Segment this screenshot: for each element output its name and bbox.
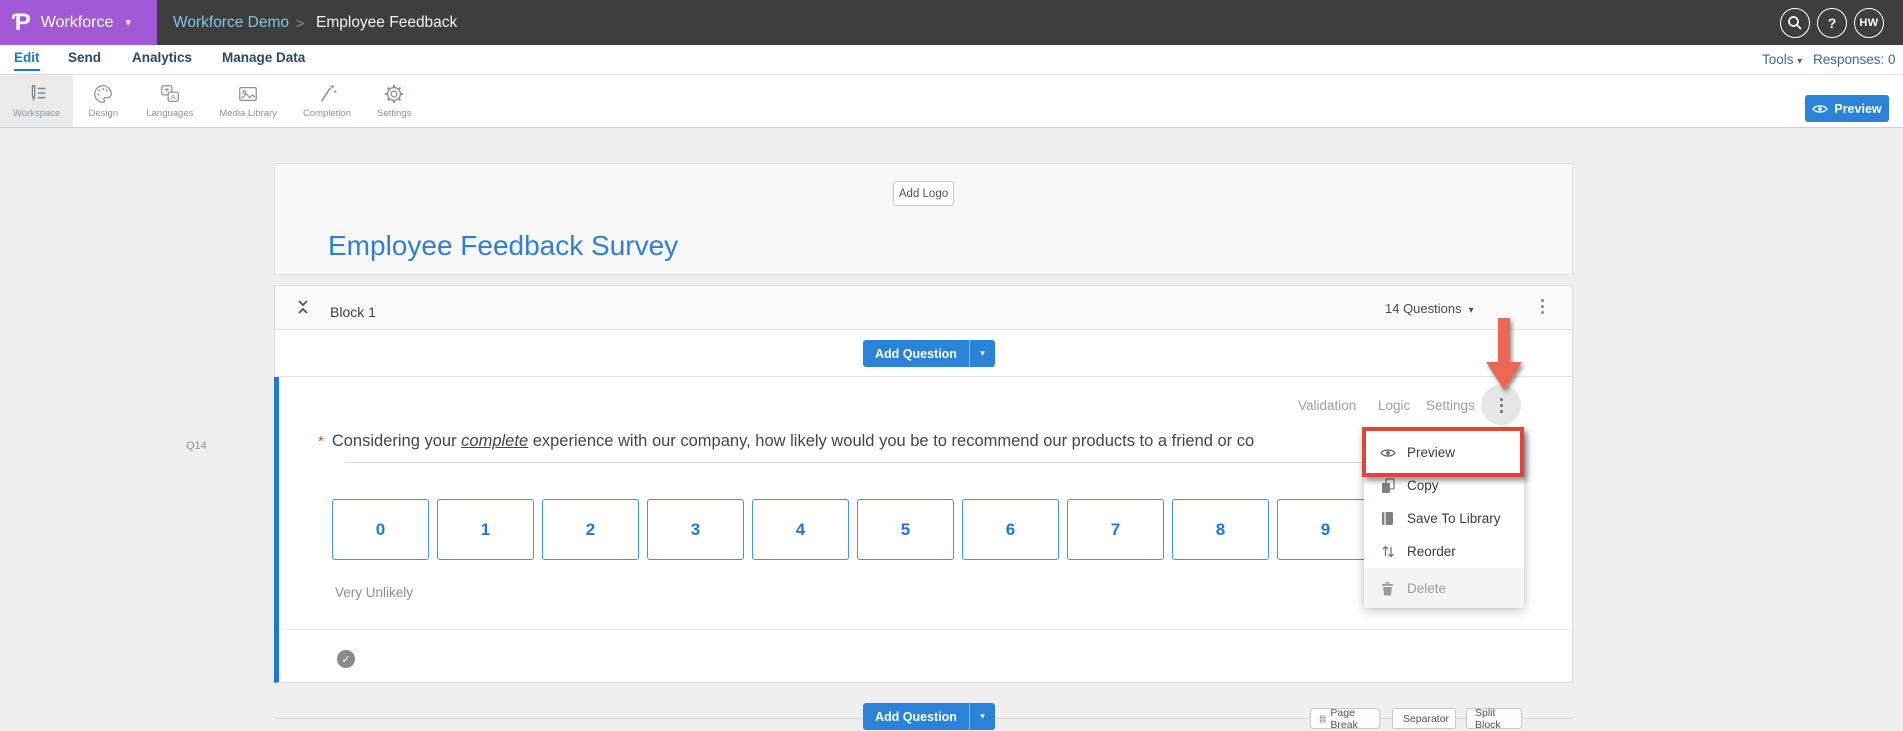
chevron-down-icon: ▾ [125, 17, 131, 29]
add-question-split-button[interactable]: Add Question ▾ [863, 340, 995, 367]
nav-tab-send[interactable]: Send [68, 50, 102, 65]
design-palette-icon [94, 85, 113, 103]
add-question-caret[interactable]: ▾ [968, 703, 995, 730]
scale-anchor-label: Very Unlikely [335, 585, 414, 600]
separator-button[interactable]: Separator [1392, 708, 1456, 729]
reorder-arrows-icon [1382, 545, 1394, 558]
split-block-button[interactable]: Split Block [1466, 707, 1522, 731]
breadcrumb-project[interactable]: Workforce Demo [173, 13, 289, 31]
add-question-button[interactable]: Add Question [863, 703, 969, 730]
toolbar-tab-label: Languages [146, 108, 194, 119]
help-icon: ? [1827, 15, 1837, 31]
toolbar-tab-workspace[interactable]: Workspace [0, 75, 74, 127]
trash-icon [1382, 581, 1393, 595]
brand-logo-icon: Ƥ [12, 8, 31, 36]
menu-item-reorder[interactable]: Reorder [1364, 535, 1524, 568]
collapse-vertical-icon [298, 300, 308, 314]
search-icon [1788, 16, 1802, 30]
question-text[interactable]: * Considering your complete experience wi… [318, 432, 1255, 450]
block-header [274, 285, 1573, 330]
eye-icon [1812, 104, 1829, 113]
languages-icon: A [160, 85, 179, 102]
question-id: Q14 [186, 440, 207, 452]
question-validation-link[interactable]: Validation [1298, 398, 1357, 413]
media-library-icon [239, 86, 258, 102]
workspace-icon [31, 85, 45, 102]
brand-menu-button[interactable]: Ƥ Workforce ▾ [0, 0, 157, 45]
survey-preview-button[interactable]: Preview [1805, 95, 1889, 122]
scale-option-7[interactable]: 7 [1067, 499, 1164, 560]
question-text-underline [345, 462, 1455, 463]
page-break-icon [1319, 715, 1326, 722]
question-logic-link[interactable]: Logic [1378, 398, 1411, 413]
toolbar-tab-media-library[interactable]: Media Library [206, 75, 290, 127]
required-asterisk: * [318, 433, 324, 450]
add-question-split-button-bottom[interactable]: Add Question ▾ [863, 703, 995, 730]
add-logo-button[interactable]: Add Logo [893, 181, 954, 206]
primary-nav: Edit Send Analytics Manage Data Tools ▾ … [0, 45, 1903, 75]
toolbar-tab-languages[interactable]: A Languages [133, 75, 206, 127]
question-options-menu: Preview Copy Save To Library [1364, 430, 1524, 608]
block-name[interactable]: Block 1 [330, 304, 376, 320]
breadcrumb-separator: > [296, 14, 305, 31]
add-question-caret[interactable]: ▾ [968, 340, 995, 367]
scale-option-0[interactable]: 0 [332, 499, 429, 560]
scale-option-2[interactable]: 2 [542, 499, 639, 560]
chevron-down-icon: ▾ [1468, 305, 1474, 316]
menu-item-save-to-library[interactable]: Save To Library [1364, 502, 1524, 535]
toolbar-tab-settings[interactable]: Settings [364, 75, 424, 127]
survey-title[interactable]: Employee Feedback Survey [328, 230, 679, 261]
question-options-kebab[interactable] [1481, 385, 1521, 425]
library-book-icon [1382, 512, 1393, 525]
responses-count: Responses: 0 [1813, 52, 1896, 67]
account-avatar[interactable]: HW [1854, 8, 1884, 38]
chevron-down-icon: ▾ [1797, 56, 1803, 67]
settings-gear-icon [384, 84, 404, 104]
scale-option-9[interactable]: 9 [1277, 499, 1374, 560]
toolbar-tab-design[interactable]: Design [73, 75, 133, 127]
kebab-icon [1499, 397, 1503, 413]
menu-item-copy[interactable]: Copy [1364, 469, 1524, 502]
block-collapse-button[interactable] [294, 299, 312, 320]
scale-option-3[interactable]: 3 [647, 499, 744, 560]
scale-option-5[interactable]: 5 [857, 499, 954, 560]
toolbar-tab-label: Completion [302, 108, 351, 119]
block-options-kebab[interactable] [1541, 299, 1544, 314]
editor-toolbar: Workspace Design A Languages [0, 75, 1903, 128]
svg-text:A: A [171, 93, 176, 102]
completion-wand-icon [320, 84, 337, 102]
nav-tab-manage-data[interactable]: Manage Data [222, 50, 306, 65]
breadcrumb-survey: Employee Feedback [316, 13, 458, 31]
tools-dropdown[interactable]: Tools ▾ [1762, 52, 1803, 67]
block-question-count-dropdown[interactable]: 14 Questions ▾ [1385, 301, 1474, 316]
scale-option-8[interactable]: 8 [1172, 499, 1269, 560]
question-divider [279, 629, 1573, 630]
question-check-badge-icon: ✓ [337, 650, 355, 668]
nav-tab-edit[interactable]: Edit [14, 50, 40, 71]
scale-option-1[interactable]: 1 [437, 499, 534, 560]
page-break-button[interactable]: Page Break [1310, 707, 1380, 731]
eye-icon [1379, 448, 1396, 457]
brand-name: Workforce [40, 13, 114, 31]
menu-item-preview[interactable]: Preview [1364, 436, 1524, 469]
question-settings-link[interactable]: Settings [1426, 398, 1475, 413]
top-bar: Ƥ Workforce ▾ Workforce Demo > Employee … [0, 0, 1903, 45]
copy-icon [1381, 477, 1395, 493]
add-question-button[interactable]: Add Question [863, 340, 969, 367]
avatar-initials: HW [1859, 17, 1879, 29]
toolbar-tab-label: Workspace [13, 108, 61, 119]
nps-scale: 0 1 2 3 4 5 6 7 8 9 [332, 499, 1374, 560]
menu-item-delete[interactable]: Delete [1364, 568, 1524, 608]
toolbar-tab-completion[interactable]: Completion [290, 75, 364, 127]
toolbar-tab-label: Media Library [219, 108, 277, 119]
scale-option-4[interactable]: 4 [752, 499, 849, 560]
toolbar-tab-label: Design [88, 108, 119, 119]
search-button[interactable] [1780, 8, 1810, 38]
nav-tab-analytics[interactable]: Analytics [132, 50, 193, 65]
help-button[interactable]: ? [1817, 8, 1847, 38]
toolbar-tab-label: Settings [377, 108, 412, 119]
scale-option-6[interactable]: 6 [962, 499, 1059, 560]
